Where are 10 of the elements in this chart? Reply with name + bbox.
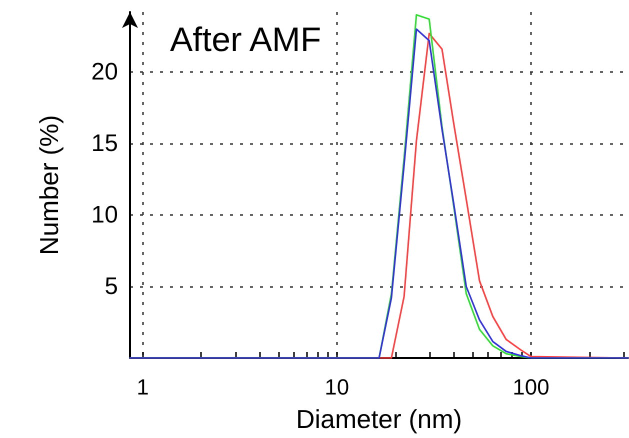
y-tick-label: 10	[91, 202, 118, 229]
x-tick-label: 10	[324, 374, 350, 400]
y-tick-label: 5	[104, 273, 118, 300]
y-tick-label: 15	[91, 130, 118, 158]
x-tick-label: 100	[512, 374, 550, 400]
y-tick-label: 20	[91, 58, 118, 86]
x-axis-title: Diameter (nm)	[296, 404, 462, 434]
x-tick-label: 1	[136, 374, 149, 400]
chart-title: After AMF	[170, 21, 322, 59]
y-axis-title: Number (%)	[34, 114, 64, 256]
